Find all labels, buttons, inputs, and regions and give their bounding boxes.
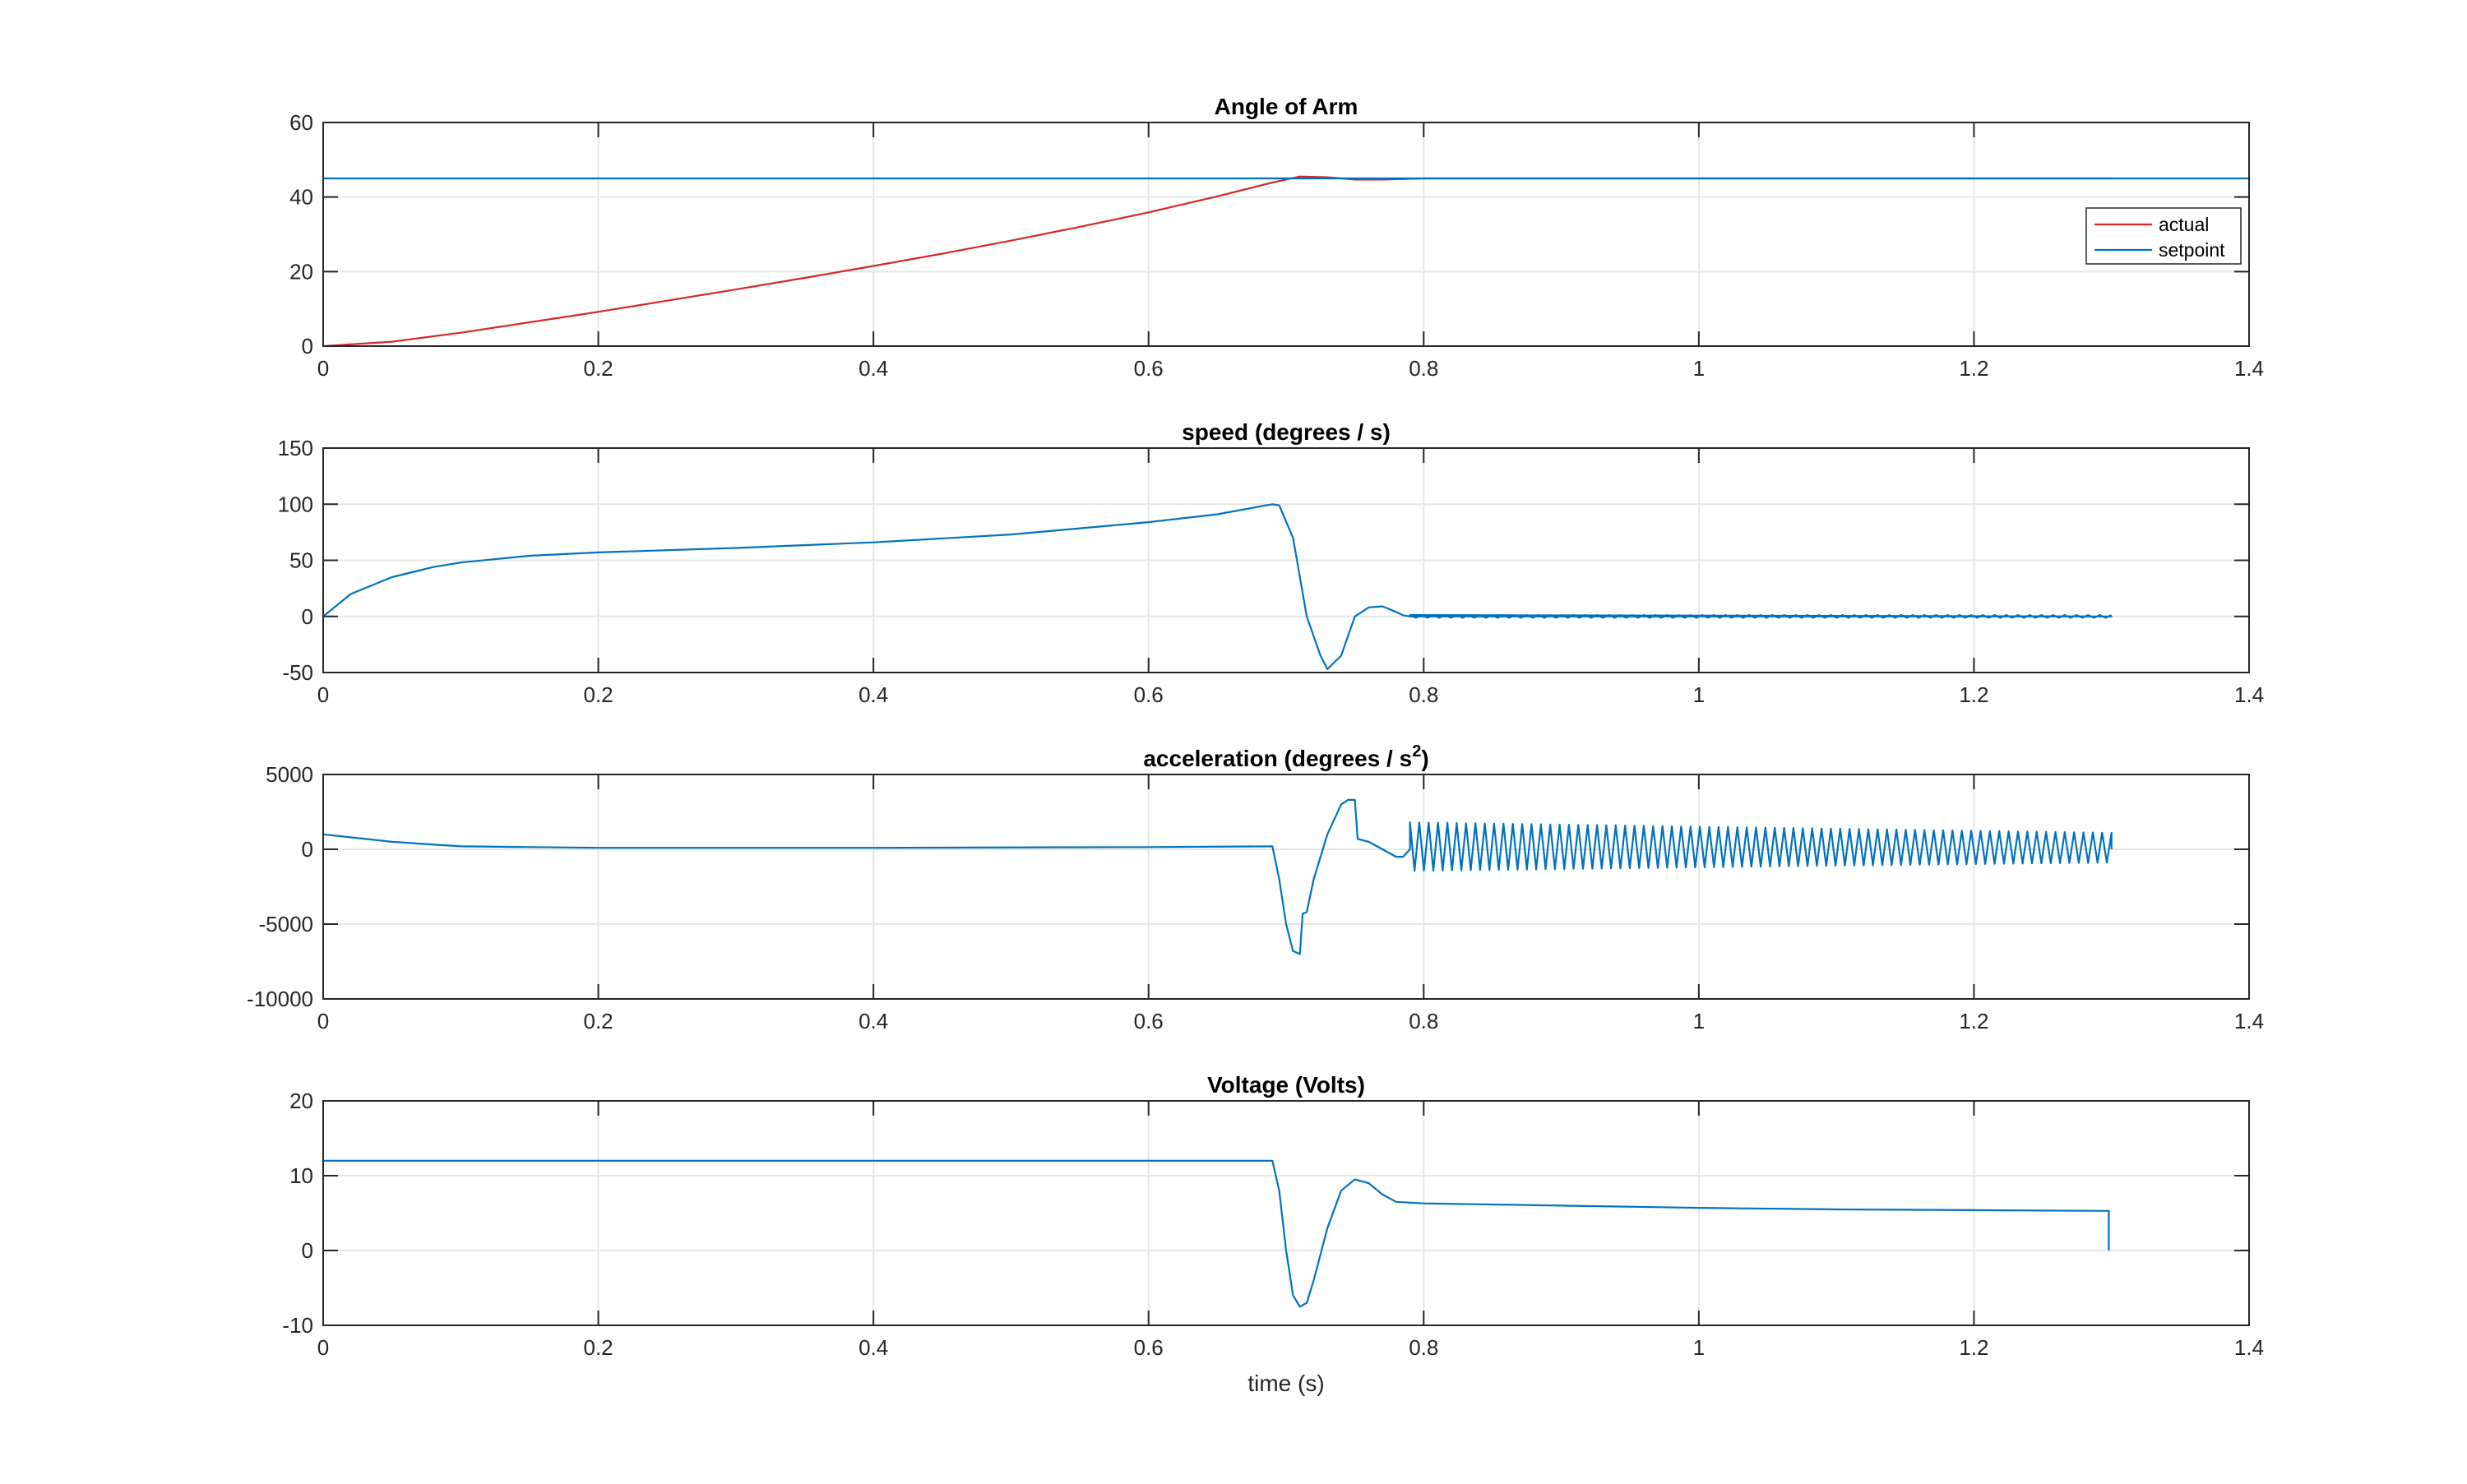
axes-background [323,774,2249,999]
y-tick-label: 60 [289,110,313,135]
x-tick-label: 0.8 [1409,1335,1438,1360]
y-tick-label: -10000 [247,987,313,1011]
x-axis-label: time (s) [1247,1371,1324,1396]
legend-label-actual: actual [2159,214,2209,235]
x-tick-label: 0.6 [1134,1009,1164,1033]
y-tick-label: 0 [302,334,313,358]
x-tick-label: 0 [317,1009,329,1033]
subplot-title: speed (degrees / s) [1182,419,1391,445]
subplot-3: 0 0.2 0.4 0.6 0.8 1 1.2 1.4 -10000 -5000 0 5000 acce… [247,742,2264,1033]
y-tick-label: 100 [278,492,313,516]
y-tick-label: 40 [289,185,313,210]
axes-background [323,1101,2249,1325]
x-tick-label: 0.6 [1134,356,1164,381]
x-tick-label: 0.8 [1409,682,1438,707]
x-tick-label: 1.4 [2234,1335,2264,1360]
x-tick-label: 0.2 [583,1335,613,1360]
title-suffix: ) [1421,746,1428,771]
subplot-title: Voltage (Volts) [1207,1072,1365,1098]
title-main: Angle of Arm [1215,94,1358,119]
series-group [323,503,2113,670]
y-tick-label: 0 [302,1238,313,1263]
y-tick-label: 150 [278,436,313,460]
x-tick-label: 0.4 [859,356,888,381]
x-tick-label: 1 [1693,682,1705,707]
x-tick-label: 1 [1693,1335,1705,1360]
series-group [323,1159,2110,1308]
legend-box [2085,207,2242,265]
y-tick-label: -5000 [259,912,314,936]
title-main: acceleration (degrees / s [1143,746,1412,771]
x-tick-label: 0 [317,682,329,707]
x-tick-label: 0 [317,356,329,381]
series-line [323,1159,2110,1308]
x-tick-label: 1.4 [2234,1009,2264,1033]
legend-label-setpoint: setpoint [2159,239,2225,261]
axes-box [322,122,2250,347]
x-tick-label: 1 [1693,356,1705,381]
y-tick-label: 0 [302,604,313,629]
x-tick-label: 0.8 [1409,1009,1438,1033]
x-tick-label: 0.6 [1134,682,1164,707]
y-tick-label: 5000 [266,762,313,787]
x-tick-label: 0.4 [859,1009,888,1033]
series-group [323,175,2249,348]
y-tick-label: 20 [289,1089,313,1113]
series-line [323,798,2113,955]
y-tick-label: -50 [282,660,313,685]
x-tick-label: 0.4 [859,682,888,707]
x-tick-label: 1.2 [1959,682,1988,707]
x-tick-label: 0 [317,1335,329,1360]
y-tick-label: 20 [289,259,313,284]
x-tick-label: 1.2 [1959,1009,1988,1033]
x-tick-label: 0.4 [859,1335,888,1360]
x-tick-label: 0.2 [583,1009,613,1033]
series-line [323,503,2113,670]
x-tick-label: 1 [1693,1009,1705,1033]
legend: actual setpoint [2085,207,2242,265]
title-main: Voltage (Volts) [1207,1072,1365,1098]
title-superscript: 2 [1412,742,1421,760]
x-tick-label: 0.2 [583,682,613,707]
title-main: speed (degrees / s) [1182,419,1391,445]
y-tick-label: -10 [282,1313,313,1338]
y-tick-label: 0 [302,837,313,862]
y-tick-label: 50 [289,548,313,573]
subplot-title: Angle of Arm [1215,94,1358,119]
x-tick-label: 0.8 [1409,356,1438,381]
x-tick-label: 0.6 [1134,1335,1164,1360]
x-tick-label: 1.2 [1959,1335,1988,1360]
x-tick-label: 1.2 [1959,356,1988,381]
axes-box [322,1100,2250,1326]
x-tick-label: 1.4 [2234,356,2264,381]
axes-box [322,774,2250,1000]
subplot-title: acceleration (degrees / s2) [1143,742,1428,771]
subplot-1: 0 0.2 0.4 0.6 0.8 1 1.2 1.4 0 20 40 60 Angle of Arm a… [289,94,2264,381]
series-group [323,798,2113,955]
x-tick-label: 1.4 [2234,682,2264,707]
axes-background [323,123,2249,346]
y-tick-label: 10 [289,1163,313,1188]
x-tick-label: 0.2 [583,356,613,381]
